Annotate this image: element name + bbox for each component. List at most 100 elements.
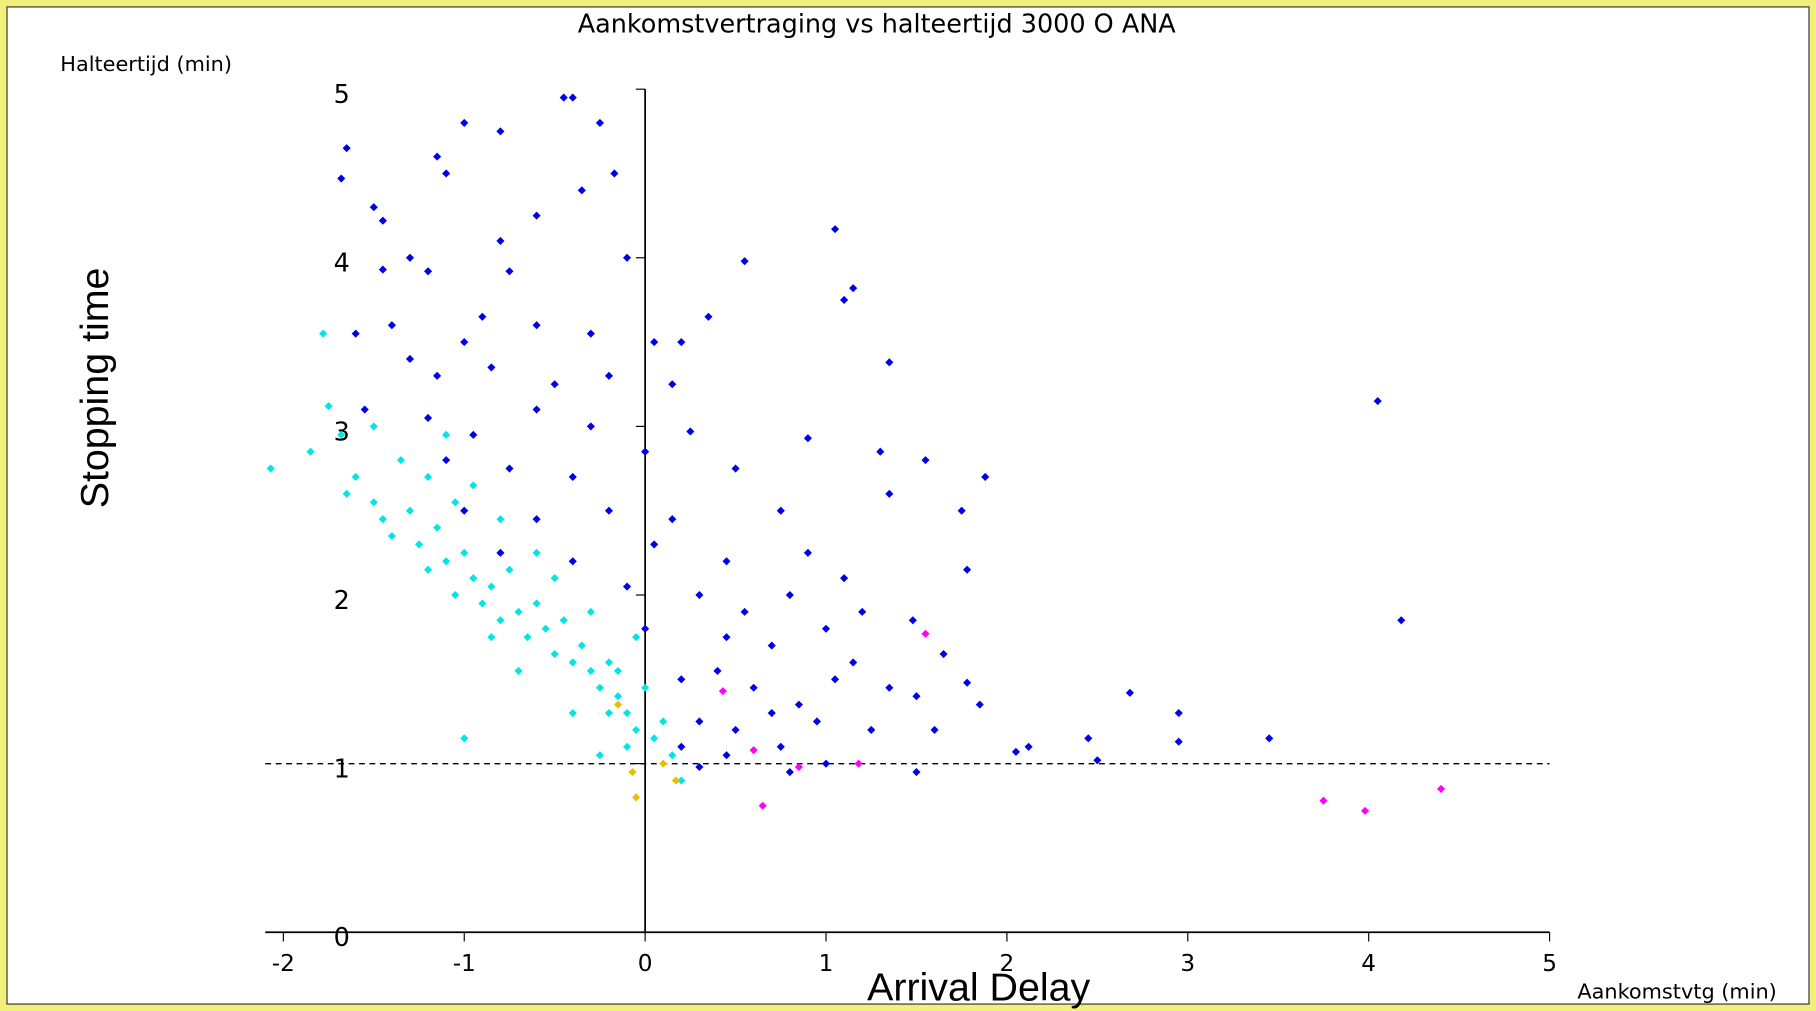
point xyxy=(785,768,794,777)
y-tick-label: 0 xyxy=(334,923,350,953)
point xyxy=(677,675,686,684)
point xyxy=(378,216,387,225)
point xyxy=(758,801,767,810)
point xyxy=(351,472,360,482)
point xyxy=(469,430,478,439)
point xyxy=(885,683,894,692)
point xyxy=(369,422,378,431)
point xyxy=(487,582,496,591)
point xyxy=(424,413,433,423)
point xyxy=(478,312,487,321)
point xyxy=(1373,397,1382,406)
point xyxy=(622,708,632,718)
point xyxy=(460,338,469,347)
x-tick-label: -1 xyxy=(453,951,476,977)
point xyxy=(628,768,637,777)
point xyxy=(487,633,496,642)
point xyxy=(337,430,346,439)
point xyxy=(451,498,460,507)
point xyxy=(613,692,623,701)
point xyxy=(496,236,505,245)
point xyxy=(668,751,677,760)
point xyxy=(677,776,686,785)
point xyxy=(433,152,442,161)
point xyxy=(641,683,650,692)
point xyxy=(266,464,275,473)
annotation: Stopping time xyxy=(73,268,117,509)
point xyxy=(641,447,650,456)
point xyxy=(595,683,604,692)
point xyxy=(885,489,894,498)
point xyxy=(550,649,559,659)
point xyxy=(442,169,451,178)
point xyxy=(604,506,614,515)
point xyxy=(369,498,378,507)
point xyxy=(704,312,713,321)
point xyxy=(812,717,822,726)
point xyxy=(424,472,433,482)
x-tick-label: 3 xyxy=(1180,951,1195,977)
point xyxy=(668,380,677,389)
point xyxy=(659,717,668,726)
point xyxy=(713,666,722,675)
point xyxy=(840,295,849,304)
point xyxy=(360,405,369,414)
point xyxy=(821,624,831,633)
point xyxy=(1265,734,1274,743)
point xyxy=(613,666,623,675)
point xyxy=(849,284,858,293)
point xyxy=(677,338,686,347)
point xyxy=(595,118,604,127)
point xyxy=(514,666,523,675)
plot-frame xyxy=(6,6,1810,1005)
point xyxy=(586,422,595,431)
point xyxy=(577,641,586,650)
point xyxy=(505,464,514,473)
point xyxy=(767,708,776,718)
point xyxy=(337,174,346,183)
point xyxy=(550,380,559,389)
point xyxy=(351,329,360,338)
point xyxy=(541,624,550,633)
point xyxy=(803,434,812,443)
point xyxy=(378,265,387,274)
point xyxy=(496,616,505,625)
point xyxy=(613,700,623,709)
point xyxy=(975,700,984,709)
point xyxy=(722,751,731,760)
x-tick-label: 0 xyxy=(638,951,653,977)
y-tick-label: 1 xyxy=(334,755,350,785)
point xyxy=(1174,708,1183,718)
point xyxy=(405,506,415,515)
point xyxy=(604,708,614,718)
point xyxy=(396,456,405,465)
point xyxy=(460,506,469,515)
point xyxy=(885,358,894,367)
point xyxy=(586,329,595,338)
x-tick-label: 1 xyxy=(819,951,834,977)
x-tick-label: 2 xyxy=(1000,951,1015,977)
x-axis-label: Aankomstvtg (min) xyxy=(1577,979,1776,1003)
point xyxy=(324,402,333,411)
point xyxy=(586,666,595,675)
point xyxy=(1361,806,1370,815)
point xyxy=(1436,784,1446,793)
point xyxy=(405,354,415,364)
point xyxy=(722,633,731,642)
point xyxy=(921,456,930,465)
point xyxy=(831,225,840,234)
point xyxy=(460,734,469,743)
point xyxy=(487,363,496,372)
x-tick-label: 4 xyxy=(1361,951,1376,977)
y-tick-label: 4 xyxy=(334,249,350,279)
point xyxy=(1093,756,1102,765)
point xyxy=(921,629,930,638)
x-tick-label: -2 xyxy=(272,951,295,977)
point xyxy=(405,253,415,262)
x-tick-label: 5 xyxy=(1542,951,1557,977)
y-tick-label: 5 xyxy=(334,80,350,110)
point xyxy=(641,624,650,633)
point xyxy=(306,447,315,456)
point xyxy=(604,658,614,667)
